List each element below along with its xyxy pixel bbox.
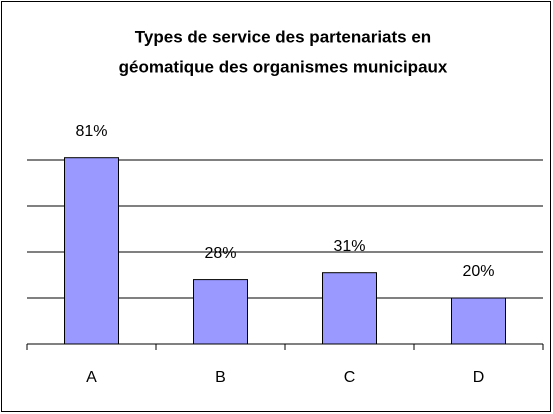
x-tick-label: A bbox=[86, 369, 97, 386]
chart-title: géomatique des organismes municipaux bbox=[119, 57, 448, 76]
bar bbox=[451, 297, 506, 345]
data-label: 81% bbox=[75, 123, 107, 140]
x-tick-label: C bbox=[344, 369, 356, 386]
data-label: 31% bbox=[333, 238, 365, 255]
bar bbox=[322, 272, 377, 345]
chart-title: Types de service des partenariats en bbox=[135, 27, 431, 46]
bar bbox=[64, 157, 119, 345]
data-label: 28% bbox=[204, 245, 236, 262]
x-tick-label: D bbox=[473, 369, 485, 386]
data-label: 20% bbox=[462, 263, 494, 280]
bar bbox=[193, 279, 248, 345]
x-tick-label: B bbox=[215, 369, 226, 386]
